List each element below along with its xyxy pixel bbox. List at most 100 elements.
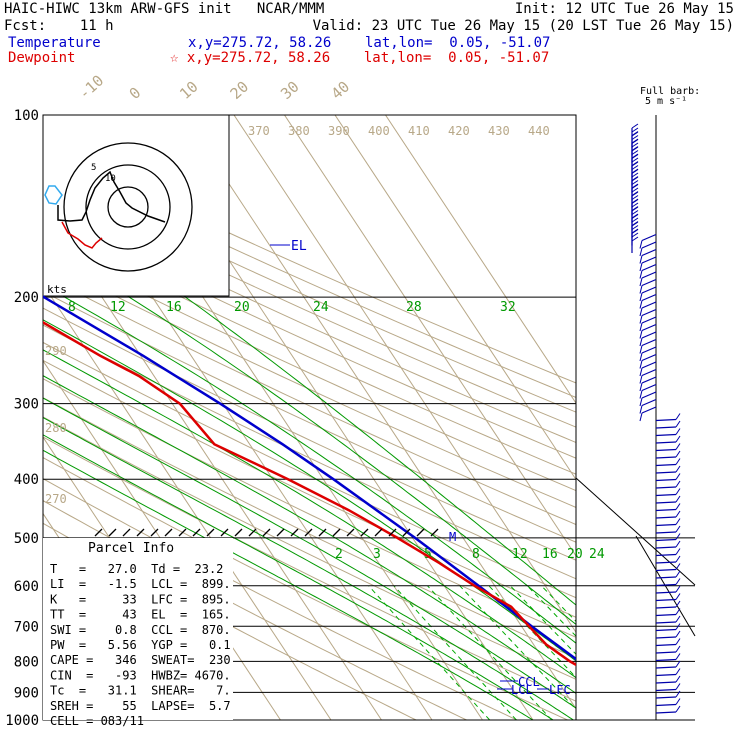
dry-adiabat: [43, 243, 576, 492]
temperature-tick-label: 0: [126, 84, 145, 103]
theta-label: 370: [248, 124, 270, 138]
temperature-profile: [43, 295, 576, 661]
isotherm: [284, 115, 576, 557]
init-time: Init: 12 UTC Tue 26 May 15: [514, 1, 734, 17]
theta-label: 290: [45, 344, 67, 358]
isotherm: [334, 115, 576, 481]
dry-adiabat: [43, 290, 576, 543]
parcel-row: LI = -1.5 LCL = 899.: [50, 577, 231, 591]
isotherm: [233, 115, 576, 634]
moist-adiabat: [43, 449, 534, 720]
pressure-tick-label: 600: [14, 579, 39, 595]
moist-adiabat-label: 32: [500, 300, 516, 315]
theta-label: 430: [488, 124, 510, 138]
hodograph-ring: [107, 186, 149, 228]
hodograph-ring: [85, 164, 171, 250]
wind-barbs: [631, 115, 681, 720]
moist-adiabat: [43, 375, 576, 694]
moist-adiabat-label: 24: [313, 300, 329, 315]
parcel-row: K = 33 LFC = 895.: [50, 592, 231, 606]
pressure-tick-label: 200: [14, 290, 39, 306]
pressure-tick-label: 800: [14, 654, 39, 670]
hodograph-lower-trace: [61, 221, 103, 249]
m-label: M: [449, 530, 456, 544]
parcel-row: CAPE = 346 SWEAT= 230: [50, 653, 231, 667]
theta-label: 270: [45, 492, 67, 506]
mixing-ratio-line: [393, 585, 517, 720]
moist-adiabat-label: 12: [110, 300, 126, 315]
dry-adiabat: [43, 157, 576, 398]
el-label: EL: [291, 239, 307, 254]
mixing-ratio-label: 20: [567, 547, 583, 562]
dry-adiabat: [43, 359, 576, 618]
moist-adiabat: [43, 397, 576, 709]
mixing-ratio-line: [541, 585, 576, 623]
pressure-tick-label: 100: [14, 108, 39, 124]
theta-label: 420: [448, 124, 470, 138]
dry-adiabat: [43, 416, 576, 680]
moist-adiabat: [146, 268, 576, 606]
dewpoint-legend: Dewpoint: [8, 50, 76, 66]
hodograph-trace: [57, 170, 166, 223]
parcel-row: SREH = 55 LAPSE= 5.7: [50, 699, 231, 713]
mixing-ratio-label: 5: [424, 547, 432, 562]
dry-adiabat: [43, 274, 576, 526]
ccl-label: CCL: [518, 675, 540, 689]
parcel-row: CELL = 083/11: [50, 714, 144, 728]
temperature-tick-label: 40: [328, 78, 353, 103]
parcel-info-panel: Parcel Info T = 27.0 Td = 23.2LI = -1.5 …: [43, 538, 233, 728]
lfc-label: LFC: [549, 683, 571, 697]
theta-label: 410: [408, 124, 430, 138]
dry-adiabat: [43, 228, 576, 475]
mixing-ratio-label: 12: [512, 547, 528, 562]
parcel-row: SWI = 0.8 CCL = 870.: [50, 623, 231, 637]
dry-adiabat: [43, 213, 576, 459]
temperature-location: x,y=275.72, 58.26 lat,lon= 0.05, -51.07: [188, 35, 551, 51]
theta-label: 400: [368, 124, 390, 138]
mixing-ratio-line: [526, 585, 576, 637]
dry-adiabat: [43, 144, 576, 384]
parcel-row: Tc = 31.1 SHEAR= 7.: [50, 684, 231, 698]
temperature-tick-label: 20: [227, 78, 252, 103]
dry-adiabat: [43, 457, 569, 720]
temperature-tick-label: 10: [176, 78, 201, 103]
hodograph-cell-marker: [44, 185, 63, 205]
isotherm: [183, 115, 576, 710]
temperature-legend: Temperature: [8, 35, 101, 51]
forecast-hour: Fcst: 11 h: [4, 18, 114, 34]
pressure-tick-label: 400: [14, 472, 39, 488]
pressure-tick-label: 300: [14, 397, 39, 413]
parcel-row: CIN = -93 HWBZ= 4670.: [50, 668, 231, 682]
theta-label: 440: [528, 124, 550, 138]
moist-adiabat-label: 20: [234, 300, 250, 315]
dewpoint-location: ☆ x,y=275.72, 58.26 lat,lon= 0.05, -51.0…: [170, 50, 550, 66]
barb-note: Full barb:: [640, 86, 701, 97]
dry-adiabat: [43, 436, 576, 702]
mixing-ratio-line: [509, 585, 576, 655]
temperature-tick-label: 30: [277, 78, 302, 103]
theta-label: 390: [328, 124, 350, 138]
dry-adiabat: [43, 397, 576, 659]
pressure-tick-label: 1000: [5, 713, 39, 729]
temperature-tick-label: -10: [75, 71, 107, 103]
dry-adiabat: [43, 378, 576, 638]
mixing-ratio-line: [427, 585, 553, 720]
valid-time: Valid: 23 UTC Tue 26 May 15 (20 LST Tue …: [312, 18, 734, 34]
barb-units: 5 m s⁻¹: [645, 96, 688, 107]
mixing-ratio-label: 3: [373, 547, 381, 562]
hodograph-units: kts: [47, 283, 67, 296]
dry-adiabat: [43, 341, 576, 599]
theta-label: 280: [45, 421, 67, 435]
mixing-ratio-line: [459, 585, 576, 711]
moist-adiabat: [43, 349, 576, 679]
dry-adiabat: [43, 199, 576, 444]
mixing-ratio-label: 2: [335, 547, 343, 562]
dry-adiabat: [43, 307, 576, 561]
hodograph-ring: [63, 142, 193, 272]
model-title: HAIC-HIWC 13km ARW-GFS init NCAR/MMM: [4, 1, 325, 17]
pressure-tick-label: 500: [14, 531, 39, 547]
mixing-ratio-label: 8: [472, 547, 480, 562]
dewpoint-profile: [43, 320, 576, 667]
parcel-title: Parcel Info: [88, 541, 174, 556]
moist-adiabat: [83, 268, 576, 626]
